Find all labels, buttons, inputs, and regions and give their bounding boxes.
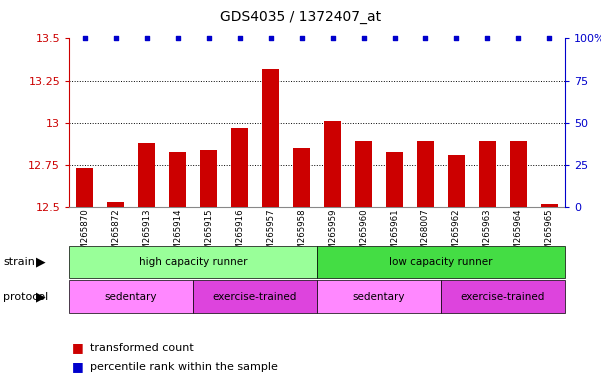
Text: exercise-trained: exercise-trained: [213, 291, 297, 302]
Text: low capacity runner: low capacity runner: [389, 257, 493, 267]
Bar: [541, 204, 558, 207]
Text: exercise-trained: exercise-trained: [461, 291, 545, 302]
Bar: [293, 148, 310, 207]
Bar: [324, 121, 341, 207]
Point: [452, 35, 462, 41]
Point: [235, 35, 245, 41]
Text: sedentary: sedentary: [105, 291, 157, 302]
Text: GDS4035 / 1372407_at: GDS4035 / 1372407_at: [220, 10, 381, 23]
Text: strain: strain: [3, 257, 35, 267]
Point: [172, 35, 182, 41]
Point: [328, 35, 337, 41]
Point: [297, 35, 307, 41]
Point: [266, 35, 275, 41]
Text: transformed count: transformed count: [90, 343, 194, 353]
Point: [483, 35, 492, 41]
Point: [142, 35, 151, 41]
Bar: [448, 155, 465, 207]
Point: [421, 35, 430, 41]
Text: ▶: ▶: [36, 256, 46, 268]
Bar: [200, 150, 217, 207]
Point: [545, 35, 554, 41]
Bar: [138, 143, 155, 207]
Text: ■: ■: [72, 360, 84, 373]
Text: percentile rank within the sample: percentile rank within the sample: [90, 362, 278, 372]
Bar: [510, 141, 527, 207]
Text: ■: ■: [72, 341, 84, 354]
Bar: [479, 141, 496, 207]
Bar: [355, 141, 372, 207]
Bar: [417, 141, 434, 207]
Bar: [107, 202, 124, 207]
Text: high capacity runner: high capacity runner: [139, 257, 248, 267]
Text: sedentary: sedentary: [353, 291, 405, 302]
Text: protocol: protocol: [3, 291, 48, 302]
Text: ▶: ▶: [36, 290, 46, 303]
Bar: [76, 169, 93, 207]
Bar: [262, 69, 279, 207]
Bar: [231, 128, 248, 207]
Point: [111, 35, 120, 41]
Bar: [386, 152, 403, 207]
Point: [204, 35, 213, 41]
Point: [514, 35, 523, 41]
Point: [389, 35, 399, 41]
Point: [359, 35, 368, 41]
Point: [80, 35, 90, 41]
Bar: [169, 152, 186, 207]
